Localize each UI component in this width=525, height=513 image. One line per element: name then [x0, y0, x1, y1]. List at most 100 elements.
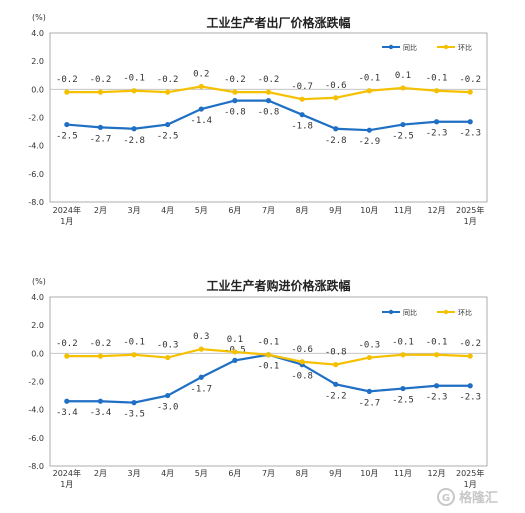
- data-point: [165, 89, 171, 95]
- x-tick-label: 7月: [262, 469, 275, 478]
- x-tick-label: 2025年: [456, 205, 484, 215]
- data-point: [165, 354, 171, 361]
- data-point: [232, 89, 238, 95]
- data-point: [97, 89, 104, 95]
- data-label: -3.4: [90, 408, 112, 418]
- data-label: -0.2: [90, 339, 112, 349]
- data-label: 0.3: [193, 332, 209, 342]
- legend-label: 同比: [403, 43, 417, 52]
- data-point: [467, 89, 473, 95]
- data-point: [97, 124, 104, 130]
- data-point: [333, 362, 339, 368]
- x-tick-label: 4月: [161, 469, 174, 478]
- data-label: -2.7: [359, 398, 381, 408]
- data-point: [165, 392, 171, 399]
- data-point: [64, 89, 70, 95]
- data-point: [400, 121, 406, 128]
- plot-frame: [49, 32, 488, 203]
- y-tick-label: 2.0: [31, 321, 44, 330]
- watermark-text: 格隆汇: [459, 490, 498, 506]
- y-tick-label: 4.0: [31, 29, 44, 38]
- data-label: -0.2: [258, 75, 280, 85]
- legend-marker: [388, 44, 394, 50]
- data-point: [333, 126, 339, 132]
- x-tick-label: 2月: [94, 206, 107, 215]
- legend-marker: [443, 309, 449, 315]
- y-unit-label: (%): [32, 277, 46, 286]
- y-tick-label: 0.0: [31, 349, 44, 358]
- x-tick-label: 3月: [127, 469, 140, 478]
- data-label: -1.7: [190, 384, 212, 394]
- data-label: -2.5: [392, 396, 414, 406]
- data-point: [198, 346, 204, 352]
- data-point: [433, 88, 440, 94]
- x-tick-label: 3月: [127, 206, 140, 215]
- data-label: -0.3: [359, 341, 381, 351]
- data-point: [97, 353, 104, 359]
- data-label: -0.1: [426, 74, 448, 84]
- data-label: -0.6: [291, 345, 313, 355]
- x-tick-label: 4月: [161, 206, 174, 215]
- data-label: -2.3: [459, 129, 481, 139]
- data-label: -0.2: [157, 75, 179, 85]
- data-label: -2.3: [426, 393, 448, 403]
- x-tick-label: 10月: [360, 469, 378, 478]
- data-point: [433, 352, 440, 358]
- data-point: [467, 383, 473, 389]
- data-point: [165, 121, 171, 128]
- legend-marker: [443, 44, 449, 50]
- data-label: -2.5: [392, 132, 414, 142]
- data-label: -0.1: [123, 74, 145, 84]
- chart-1: 工业生产者出厂价格涨跌幅 (%) 4.0 2.0 0.0 -2.0 -4.0 -6.0 -8.0…: [28, 13, 488, 226]
- y-tick-label: -4.0: [28, 142, 44, 151]
- data-point: [400, 352, 406, 358]
- data-point: [232, 98, 238, 104]
- data-label: -0.6: [325, 81, 347, 91]
- x-tick-label: 8月: [296, 469, 309, 478]
- data-label: -2.5: [157, 132, 179, 142]
- data-point: [265, 89, 272, 95]
- x-tick-label: 8月: [296, 206, 309, 215]
- data-point: [333, 95, 339, 101]
- data-label: -0.1: [426, 338, 448, 348]
- y-tick-label: 4.0: [31, 293, 44, 302]
- data-label: -2.8: [325, 136, 347, 146]
- data-point: [232, 357, 238, 363]
- data-label: -0.1: [392, 338, 414, 348]
- data-label: -2.8: [123, 136, 145, 146]
- data-point: [299, 96, 305, 102]
- data-point: [64, 353, 70, 359]
- y-tick-label: -2.0: [28, 378, 44, 387]
- x-tick-label: 2024年: [53, 468, 81, 478]
- y-tick-label: 0.0: [31, 85, 44, 94]
- x-tick-label: 5月: [195, 469, 208, 478]
- legend-label: 环比: [458, 308, 472, 317]
- data-label: -2.3: [459, 393, 481, 403]
- x-tick-label: 6月: [228, 469, 241, 478]
- y-tick-label: -8.0: [28, 198, 44, 207]
- data-label: -0.8: [325, 348, 347, 358]
- y-tick-label: -6.0: [28, 170, 44, 179]
- data-point: [64, 398, 70, 404]
- data-label: -0.1: [123, 338, 145, 348]
- legend-label: 同比: [403, 308, 417, 317]
- legend-label: 环比: [458, 43, 472, 52]
- data-label: -2.5: [56, 132, 78, 142]
- x-tick-label: 7月: [262, 206, 275, 215]
- data-label: -0.1: [359, 74, 381, 84]
- y-tick-label: -6.0: [28, 434, 44, 443]
- x-tick-label: 5月: [195, 206, 208, 215]
- data-point: [400, 85, 406, 91]
- x-tick-label: 1月: [60, 217, 73, 226]
- data-point: [467, 353, 473, 359]
- data-label: -2.9: [359, 137, 381, 147]
- x-tick-label: 1月: [464, 480, 477, 489]
- data-label: -0.2: [224, 75, 246, 85]
- x-tick-label: 1月: [60, 480, 73, 489]
- data-point: [97, 398, 104, 404]
- x-tick-label: 2025年: [456, 468, 484, 478]
- data-label: 0.2: [193, 70, 209, 80]
- data-label: -3.0: [157, 403, 179, 413]
- plot-frame: [49, 296, 488, 467]
- data-point: [366, 127, 372, 133]
